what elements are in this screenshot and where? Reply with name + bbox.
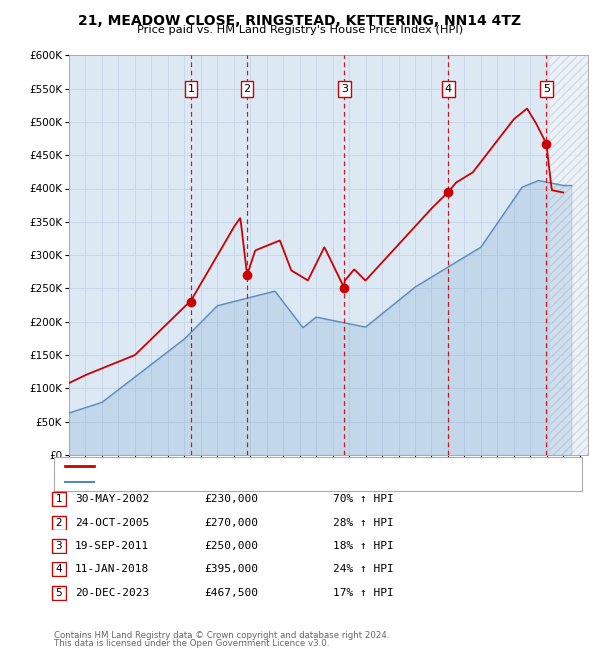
Bar [550, 55, 588, 455]
Text: 5: 5 [543, 84, 550, 94]
Text: 3: 3 [55, 541, 62, 551]
Text: £467,500: £467,500 [204, 588, 258, 598]
FancyBboxPatch shape [52, 586, 66, 600]
Text: This data is licensed under the Open Government Licence v3.0.: This data is licensed under the Open Gov… [54, 639, 329, 648]
Text: 1: 1 [188, 84, 194, 94]
FancyBboxPatch shape [52, 515, 66, 530]
Text: 1: 1 [55, 494, 62, 504]
Text: £395,000: £395,000 [204, 564, 258, 575]
Text: £230,000: £230,000 [204, 494, 258, 504]
FancyBboxPatch shape [52, 539, 66, 553]
Text: 4: 4 [55, 564, 62, 575]
Text: 70% ↑ HPI: 70% ↑ HPI [333, 494, 394, 504]
Text: 24% ↑ HPI: 24% ↑ HPI [333, 564, 394, 575]
Text: 5: 5 [55, 588, 62, 598]
Text: 28% ↑ HPI: 28% ↑ HPI [333, 517, 394, 528]
Text: 19-SEP-2011: 19-SEP-2011 [75, 541, 149, 551]
Text: 3: 3 [341, 84, 348, 94]
Text: £270,000: £270,000 [204, 517, 258, 528]
FancyBboxPatch shape [52, 562, 66, 577]
Text: £250,000: £250,000 [204, 541, 258, 551]
Text: 20-DEC-2023: 20-DEC-2023 [75, 588, 149, 598]
Text: HPI: Average price, detached house, North Northamptonshire: HPI: Average price, detached house, Nort… [99, 477, 405, 488]
Text: 2: 2 [55, 517, 62, 528]
Text: 21, MEADOW CLOSE, RINGSTEAD, KETTERING, NN14 4TZ: 21, MEADOW CLOSE, RINGSTEAD, KETTERING, … [79, 14, 521, 29]
FancyBboxPatch shape [54, 457, 582, 491]
Text: 4: 4 [445, 84, 452, 94]
Text: 17% ↑ HPI: 17% ↑ HPI [333, 588, 394, 598]
Bar [550, 55, 588, 455]
Text: Contains HM Land Registry data © Crown copyright and database right 2024.: Contains HM Land Registry data © Crown c… [54, 631, 389, 640]
Text: 21, MEADOW CLOSE, RINGSTEAD, KETTERING, NN14 4TZ (detached house): 21, MEADOW CLOSE, RINGSTEAD, KETTERING, … [99, 462, 474, 471]
Text: Price paid vs. HM Land Registry's House Price Index (HPI): Price paid vs. HM Land Registry's House … [137, 25, 463, 34]
Text: 30-MAY-2002: 30-MAY-2002 [75, 494, 149, 504]
Text: 24-OCT-2005: 24-OCT-2005 [75, 517, 149, 528]
Text: 2: 2 [244, 84, 251, 94]
FancyBboxPatch shape [52, 492, 66, 506]
Text: 11-JAN-2018: 11-JAN-2018 [75, 564, 149, 575]
Text: 18% ↑ HPI: 18% ↑ HPI [333, 541, 394, 551]
